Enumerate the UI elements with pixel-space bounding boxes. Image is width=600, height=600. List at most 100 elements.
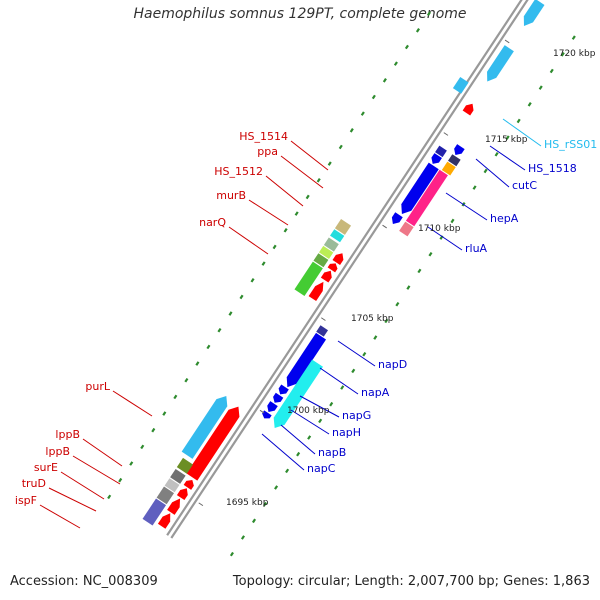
- gene-feature: [441, 161, 456, 176]
- gene-feature: [431, 153, 442, 164]
- gc-dot: [140, 444, 145, 450]
- gc-dot: [283, 227, 288, 233]
- gc-dot: [107, 494, 112, 500]
- backbone-line: [170, 0, 529, 539]
- axis-tick: [259, 409, 265, 414]
- gc-dot: [406, 285, 411, 290]
- label-leader-line: [337, 340, 376, 367]
- gene-label-narq: narQ: [199, 216, 226, 229]
- gene-feature: [320, 270, 332, 283]
- axis-ticks: 1695 kbp 1700 kbp 1705 kbp 1710 kbp 1715 kbp…: [198, 39, 596, 508]
- gc-dot: [305, 194, 310, 200]
- gene-feature: [462, 103, 474, 116]
- gene-feature: [186, 406, 240, 481]
- gene-feature: [401, 162, 439, 215]
- gc-dot: [338, 144, 343, 150]
- axis-tick-label: 1710 kbp: [418, 224, 461, 234]
- gc-dot: [162, 411, 167, 416]
- axis-tick: [320, 317, 326, 321]
- gc-dot: [483, 168, 488, 174]
- gc-dot: [428, 251, 433, 257]
- label-leader-line: [299, 395, 340, 418]
- gene-feature: [318, 245, 334, 259]
- label-leader-line: [72, 455, 121, 485]
- gene-feature: [278, 384, 289, 395]
- gc-dot: [294, 211, 299, 216]
- gc-dot: [538, 85, 543, 90]
- gene-feature: [435, 145, 447, 158]
- gene-label-cutc: cutC: [512, 179, 537, 192]
- gc-dot: [393, 61, 398, 66]
- label-leader-line: [261, 433, 305, 471]
- gc-dot: [527, 102, 532, 107]
- label-leader-line: [112, 390, 153, 417]
- gene-label-hs-rss01: HS_rSS01: [544, 138, 597, 151]
- gene-feature: [273, 392, 284, 403]
- gc-dot: [571, 35, 576, 40]
- gc-dot: [307, 435, 312, 440]
- gc-dot: [318, 418, 323, 424]
- gc-dot: [371, 94, 376, 100]
- gc-dot: [505, 135, 510, 140]
- gene-label-lppb: lppB: [55, 428, 80, 441]
- gene-label-hs-1512: HS_1512: [214, 165, 263, 178]
- gc-dot: [373, 335, 378, 340]
- map-title: Haemophilus somnus 129PT, complete genom…: [133, 6, 467, 22]
- axis-tick: [382, 224, 387, 229]
- gc-dot: [516, 118, 521, 124]
- gene-label-ppa: ppa: [257, 145, 278, 158]
- gc-dot: [472, 185, 477, 190]
- gene-label-hs-1514: HS_1514: [239, 130, 288, 143]
- label-leader-line: [248, 199, 289, 226]
- gene-feature: [164, 478, 180, 493]
- label-leader-line: [82, 438, 123, 467]
- gc-dot: [228, 311, 233, 316]
- gene-feature: [294, 261, 323, 296]
- gc-dot: [195, 361, 200, 366]
- gene-label-naph: napH: [332, 426, 361, 439]
- gc-dot: [173, 394, 178, 400]
- gene-feature: [523, 0, 545, 26]
- gc-dot: [239, 294, 244, 300]
- gc-dot: [560, 52, 565, 57]
- gc-dot: [272, 244, 277, 250]
- gene-label-napg: napG: [342, 409, 371, 422]
- gc-dot: [206, 344, 211, 350]
- axis-tick-label: 1720 kbp: [553, 49, 596, 59]
- axis-tick-label: 1700 kbp: [287, 406, 330, 416]
- gene-feature: [286, 332, 327, 388]
- axis-tick: [443, 132, 449, 136]
- gc-dot: [340, 385, 345, 390]
- accession-text: Accession: NC_008309: [10, 574, 158, 589]
- gc-dot: [316, 178, 321, 183]
- gc-dot: [384, 318, 389, 324]
- gene-label-napc: napC: [307, 462, 336, 475]
- axis-tick: [504, 39, 510, 44]
- gene-label-napb: napB: [318, 446, 346, 459]
- gc-dot: [184, 377, 189, 383]
- gc-dot: [351, 368, 356, 374]
- gene-feature: [313, 253, 329, 268]
- gene-feature: [332, 253, 344, 265]
- label-leader-line: [502, 118, 542, 147]
- gene-feature: [452, 76, 469, 94]
- axis-tick-label: 1705 kbp: [351, 314, 394, 324]
- gene-label-hs-1518: HS_1518: [528, 162, 577, 175]
- gc-dot: [360, 111, 365, 116]
- gene-feature: [262, 410, 272, 419]
- gene-label-purl: purL: [85, 380, 110, 393]
- label-leader-line: [39, 504, 81, 529]
- gene-label-napa: napA: [361, 386, 390, 399]
- gc-dot: [261, 261, 266, 266]
- gene-feature: [399, 221, 414, 237]
- gene-feature: [267, 401, 278, 412]
- gene-feature: [316, 325, 329, 337]
- gc-dot: [274, 485, 279, 490]
- gc-dot: [362, 351, 367, 357]
- axis-tick-label: 1695 kbp: [226, 498, 269, 508]
- gene-feature: [405, 169, 448, 227]
- gene-feature: [142, 498, 167, 526]
- gc-dot: [118, 477, 123, 483]
- gc-dot: [417, 268, 422, 274]
